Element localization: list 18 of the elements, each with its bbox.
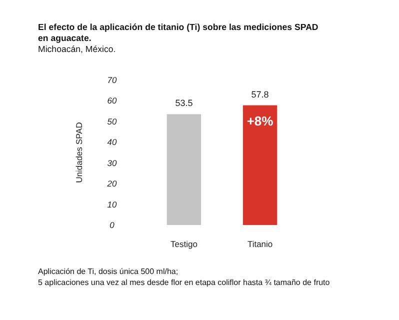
chart-subtitle: Michoacán, México. [38,44,116,54]
annotation: +8% [246,113,274,128]
y-axis-title: Unidades SPAD [74,122,84,183]
y-tick-label: 30 [107,158,117,168]
y-tick-label: 60 [107,96,117,106]
y-tick-label: 10 [107,199,117,210]
data-label: 53.5 [175,98,193,108]
x-tick-label: Titanio [247,239,273,249]
y-tick-label: 70 [107,75,117,85]
chart-title: El efecto de la aplicación de titanio (Ti) sobre las mediciones SPAD en aguacate. [38,22,318,43]
y-tick-label: 50 [107,116,117,126]
y-tick-label: 0 [110,220,115,230]
text: 5 aplicaciones una vez al mes desde flor en etapa coliflor hasta ¾ tamaño de fruto [38,278,330,287]
data-label: 57.8 [251,89,269,100]
x-tick-label: Testigo [170,239,198,249]
text: Aplicación de Ti, dosis única 500 ml/ha; [38,267,178,276]
y-tick-label: 20 [106,178,117,189]
y-tick-label: 40 [107,137,117,148]
